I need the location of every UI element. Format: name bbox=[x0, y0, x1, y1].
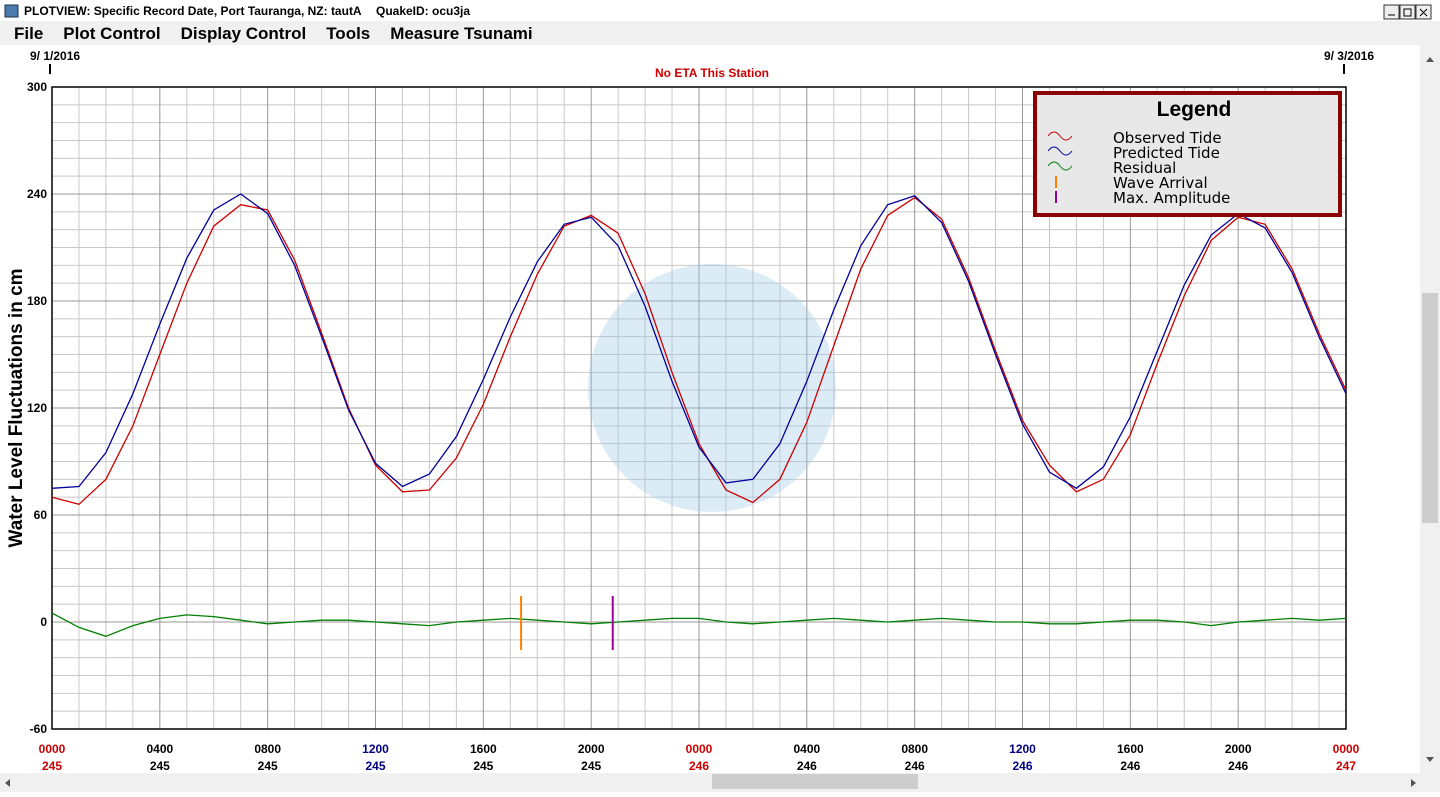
legend-label: Predicted Tide bbox=[1113, 144, 1220, 162]
y-tick-label: 60 bbox=[34, 508, 48, 522]
y-axis-label: Water Level Fluctuations in cm bbox=[6, 268, 27, 547]
end-date: 9/ 3/2016 bbox=[1324, 49, 1374, 63]
window-buttons[interactable] bbox=[1383, 4, 1432, 20]
x-tick-day: 246 bbox=[1120, 759, 1140, 773]
x-tick-label: 0800 bbox=[254, 742, 281, 756]
y-tick-label: 180 bbox=[27, 294, 47, 308]
x-tick-label: 1600 bbox=[470, 742, 497, 756]
plot-frame bbox=[51, 86, 1347, 730]
maximize-button[interactable] bbox=[1399, 4, 1416, 20]
legend-swatch bbox=[1047, 146, 1073, 156]
legend-swatch bbox=[1047, 161, 1073, 171]
legend-label: Wave Arrival bbox=[1113, 174, 1208, 192]
x-tick-day: 245 bbox=[42, 759, 62, 773]
x-tick-label: 1200 bbox=[362, 742, 389, 756]
x-tick-label: 0400 bbox=[793, 742, 820, 756]
x-tick-label: 1600 bbox=[1117, 742, 1144, 756]
subtitle: No ETA This Station bbox=[655, 66, 769, 80]
y-tick-label: -60 bbox=[30, 722, 48, 736]
x-tick-day: 245 bbox=[150, 759, 170, 773]
y-tick-label: 240 bbox=[27, 187, 47, 201]
window-title: PLOTVIEW: Specific Record Date, Port Tau… bbox=[24, 4, 362, 18]
menu-item[interactable]: Display Control bbox=[181, 24, 307, 43]
series-line bbox=[51, 193, 1347, 490]
horizontal-scroll-thumb[interactable] bbox=[712, 774, 918, 789]
x-tick-day: 247 bbox=[1336, 759, 1356, 773]
legend-label: Residual bbox=[1113, 159, 1176, 177]
menu-item[interactable]: Plot Control bbox=[63, 24, 160, 43]
app-icon bbox=[4, 4, 19, 18]
x-tick-day: 246 bbox=[1228, 759, 1248, 773]
legend-box bbox=[1033, 91, 1342, 217]
x-tick-label: 2000 bbox=[578, 742, 605, 756]
menu-item[interactable]: File bbox=[14, 24, 43, 43]
legend-swatch bbox=[1047, 131, 1073, 141]
watermark bbox=[588, 264, 836, 512]
y-tick-label: 120 bbox=[27, 401, 47, 415]
series-line bbox=[51, 196, 1347, 506]
menu-item[interactable]: Measure Tsunami bbox=[390, 24, 532, 43]
x-tick-day: 246 bbox=[1012, 759, 1032, 773]
legend-label: Observed Tide bbox=[1113, 129, 1222, 147]
x-tick-day: 246 bbox=[797, 759, 817, 773]
x-tick-label: 1200 bbox=[1009, 742, 1036, 756]
button-glyphs bbox=[1388, 8, 1428, 17]
x-tick-day: 245 bbox=[258, 759, 278, 773]
menu-bar: File Plot Control Display Control Tools Meas… bbox=[14, 24, 533, 43]
legend-title: Legend bbox=[1157, 98, 1232, 121]
x-tick-label: 0000 bbox=[1333, 742, 1360, 756]
legend-label: Max. Amplitude bbox=[1113, 189, 1230, 207]
start-date: 9/ 1/2016 bbox=[30, 49, 80, 63]
vertical-scroll-thumb[interactable] bbox=[1422, 293, 1438, 523]
menu-item[interactable]: Tools bbox=[326, 24, 370, 43]
x-tick-day: 246 bbox=[689, 759, 709, 773]
x-tick-day: 245 bbox=[473, 759, 493, 773]
x-tick-day: 245 bbox=[365, 759, 385, 773]
minimize-button[interactable] bbox=[1383, 4, 1400, 20]
x-tick-label: 2000 bbox=[1225, 742, 1252, 756]
quake-id: QuakeID: ocu3ja bbox=[376, 4, 470, 18]
x-tick-label: 0000 bbox=[686, 742, 713, 756]
x-tick-day: 246 bbox=[905, 759, 925, 773]
horizontal-scrollbar[interactable] bbox=[0, 773, 1420, 792]
x-tick-label: 0000 bbox=[39, 742, 66, 756]
y-tick-label: 300 bbox=[27, 80, 47, 94]
y-tick-label: 0 bbox=[40, 615, 47, 629]
title-bar bbox=[0, 0, 1440, 21]
x-tick-label: 0800 bbox=[901, 742, 928, 756]
x-tick-label: 0400 bbox=[146, 742, 173, 756]
x-tick-day: 245 bbox=[581, 759, 601, 773]
chart: -60 0 60 120 180 240 300 0000 245 0400 245 0800 245 1… bbox=[6, 49, 1374, 773]
series-line bbox=[51, 612, 1347, 637]
